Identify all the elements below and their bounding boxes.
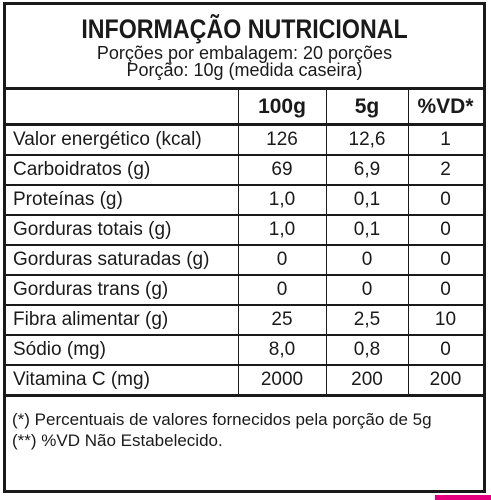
row-divider	[6, 334, 483, 336]
row-divider	[6, 244, 483, 246]
nutrient-name: Gorduras trans (g)	[13, 279, 169, 300]
nutrient-name: Gorduras totais (g)	[13, 219, 172, 240]
value-per-5g: 12,6	[348, 129, 386, 150]
row-divider	[6, 184, 483, 186]
value-per-100g: 1,0	[268, 219, 296, 240]
row-divider	[6, 154, 483, 156]
daily-value-percent: 1	[440, 129, 451, 150]
nutrient-name: Vitamina C (mg)	[13, 369, 150, 390]
table-row: Proteínas (g) 1,0 0,1 0	[6, 186, 483, 214]
value-per-5g: 200	[351, 369, 383, 390]
table-row: Gorduras totais (g) 1,0 0,1 0	[6, 216, 483, 244]
table-row: Vitamina C (mg) 2000 200 200	[6, 366, 483, 394]
daily-value-percent: 200	[429, 369, 462, 390]
nutrition-facts-label: INFORMAÇÃO NUTRICIONAL Porções por embal…	[3, 2, 486, 493]
value-per-100g: 1,0	[268, 189, 296, 210]
nutrient-name: Proteínas (g)	[13, 189, 123, 210]
nutrient-name: Valor energético (kcal)	[13, 129, 202, 150]
table-row: Carboidratos (g) 69 6,9 2	[6, 156, 483, 184]
value-per-5g: 2,5	[353, 309, 381, 330]
accent-strip	[435, 495, 491, 500]
value-per-100g: 69	[271, 159, 293, 180]
nutrient-name: Sódio (mg)	[13, 339, 106, 360]
row-divider	[6, 304, 483, 306]
col-header-vd: %VD*	[417, 94, 474, 118]
daily-value-percent: 10	[434, 309, 457, 330]
nutrition-table: 100g 5g %VD* Valor energético (kcal) 126 1…	[6, 90, 483, 397]
header-divider	[6, 87, 483, 90]
label-title: INFORMAÇÃO NUTRICIONAL	[81, 14, 408, 44]
serving-size: Porção: 10g (medida caseira)	[126, 60, 363, 80]
row-divider	[6, 274, 483, 276]
value-per-5g: 0	[361, 279, 373, 300]
label-header: INFORMAÇÃO NUTRICIONAL Porções por embal…	[6, 13, 483, 79]
daily-value-percent: 0	[440, 249, 451, 270]
value-per-100g: 2000	[260, 369, 304, 390]
daily-value-percent: 2	[440, 159, 451, 180]
value-per-5g: 0	[361, 249, 373, 270]
daily-value-percent: 0	[440, 219, 451, 240]
nutrient-name: Fibra alimentar (g)	[13, 309, 169, 330]
table-row: Gorduras saturadas (g) 0 0 0	[6, 246, 483, 274]
footnote-vd-basis: (*) Percentuais de valores fornecidos pe…	[12, 410, 432, 429]
daily-value-percent: 0	[440, 279, 451, 300]
table-body: Valor energético (kcal) 126 12,6 1 Carboidra…	[6, 126, 483, 397]
table-row: Gorduras trans (g) 0 0 0	[6, 276, 483, 304]
value-per-100g: 126	[266, 129, 298, 150]
daily-value-percent: 0	[440, 189, 451, 210]
row-divider	[6, 364, 483, 366]
value-per-100g: 0	[276, 279, 288, 300]
value-per-100g: 0	[276, 249, 288, 270]
table-header-divider	[6, 123, 483, 126]
value-per-5g: 6,9	[353, 159, 381, 180]
value-per-5g: 0,1	[353, 189, 381, 210]
value-per-100g: 8,0	[268, 339, 296, 360]
col-header-100g: 100g	[258, 94, 306, 118]
row-divider	[6, 394, 483, 397]
row-divider	[6, 214, 483, 216]
nutrient-name: Gorduras saturadas (g)	[13, 249, 210, 270]
value-per-5g: 0,8	[353, 339, 381, 360]
value-per-5g: 0,1	[353, 219, 381, 240]
col-header-5g: 5g	[354, 94, 380, 118]
nutrient-name: Carboidratos (g)	[13, 159, 151, 180]
table-row: Sódio (mg) 8,0 0,8 0	[6, 336, 483, 364]
table-row: Valor energético (kcal) 126 12,6 1	[6, 126, 483, 154]
table-row: Fibra alimentar (g) 25 2,5 10	[6, 306, 483, 334]
footnotes: (*) Percentuais de valores fornecidos pe…	[6, 409, 483, 451]
servings-per-package: Porções por embalagem: 20 porções	[96, 43, 393, 63]
table-header-row: 100g 5g %VD*	[6, 90, 483, 123]
footnote-not-established: (**) %VD Não Estabelecido.	[12, 431, 223, 450]
daily-value-percent: 0	[440, 339, 451, 360]
value-per-100g: 25	[271, 309, 293, 330]
